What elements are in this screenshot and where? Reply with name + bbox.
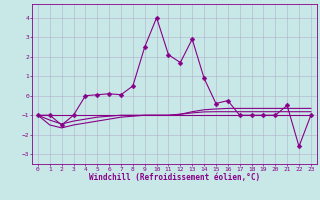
- X-axis label: Windchill (Refroidissement éolien,°C): Windchill (Refroidissement éolien,°C): [89, 173, 260, 182]
